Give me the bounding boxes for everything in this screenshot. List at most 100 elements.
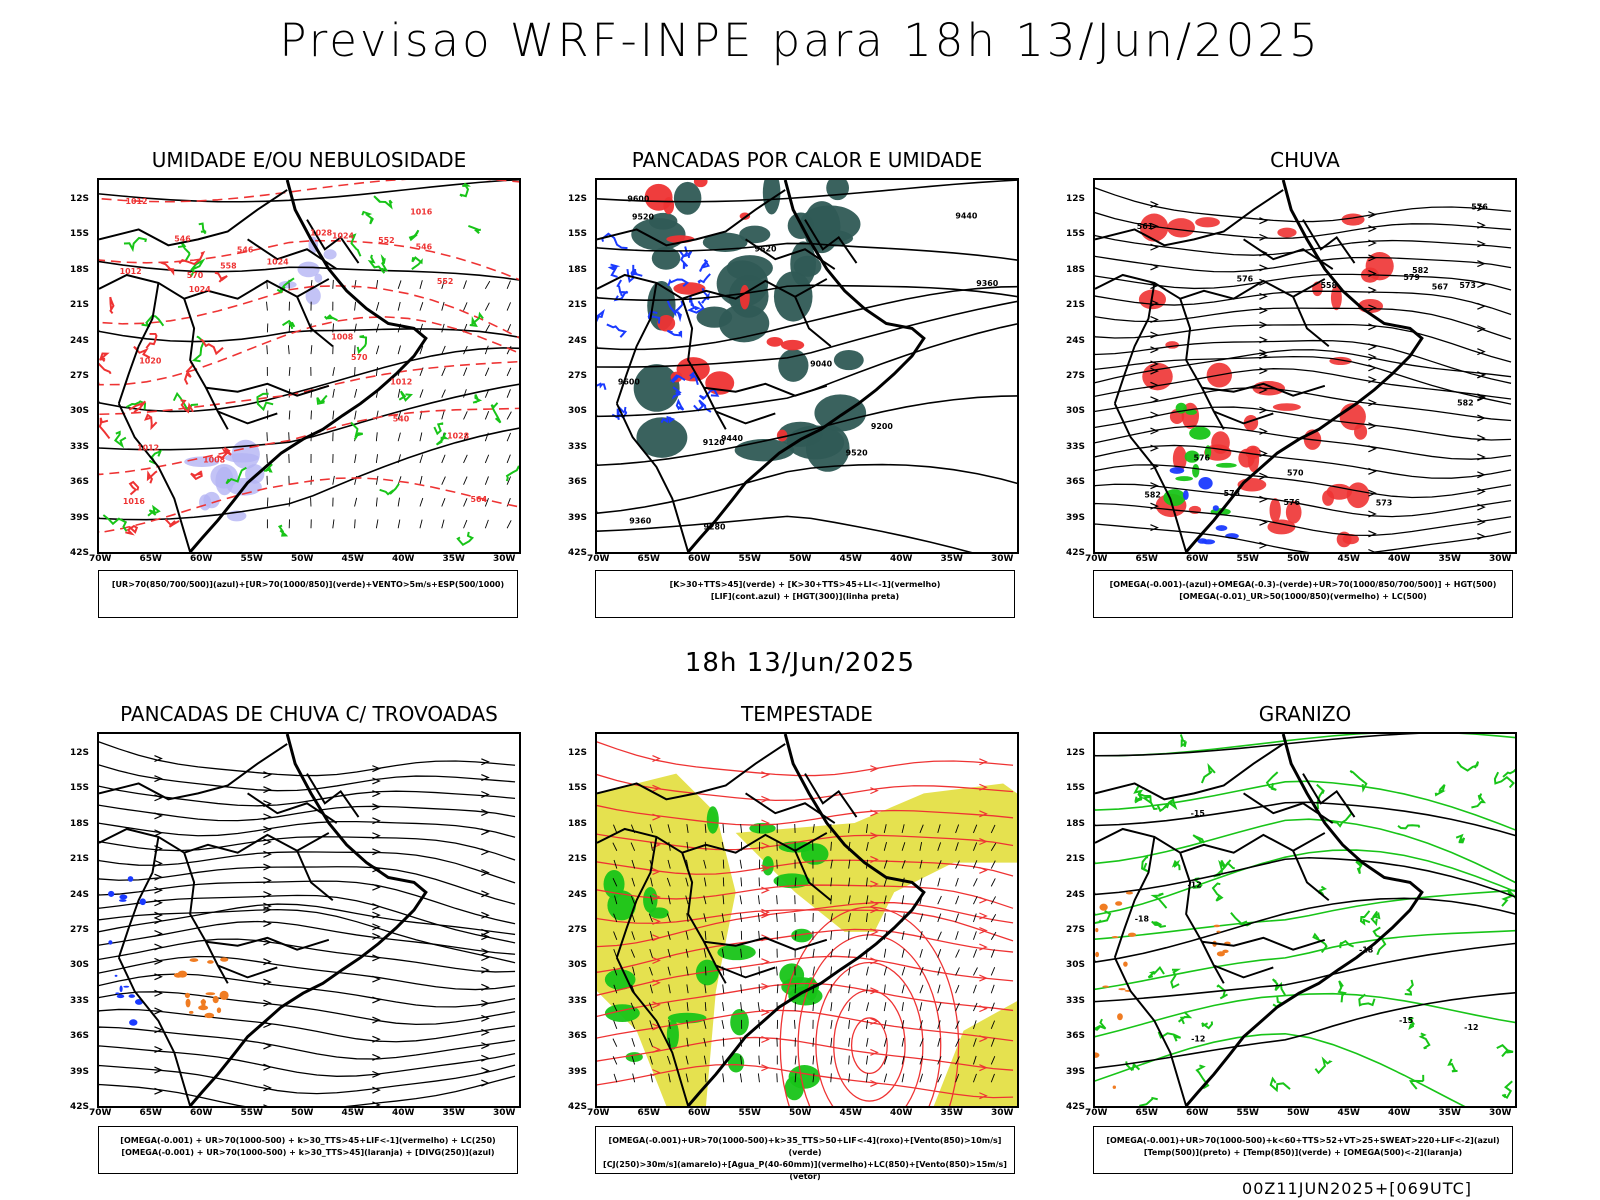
wind-vector [955, 984, 960, 994]
lat-tick-label: 36S [70, 1031, 90, 1042]
lat-tick-label: 18S [568, 818, 588, 829]
wind-vector [990, 1056, 996, 1065]
flow-arrow [154, 929, 163, 938]
wind-vector [441, 345, 446, 355]
wind-vector [812, 1002, 815, 1012]
flow-arrow [372, 1016, 381, 1024]
wind-vector [721, 948, 725, 958]
lat-tick-label: 30S [568, 960, 588, 971]
wind-vector [812, 1073, 815, 1083]
contour-line [1084, 1032, 1524, 1135]
flow-arrow [1259, 264, 1268, 272]
contour-label: 540 [393, 414, 410, 423]
wind-vector [919, 966, 924, 976]
flow-arrow [1150, 482, 1159, 490]
wind-vector [484, 345, 489, 355]
legend-line: [OMEGA(-0.001) + UR>70(1000-500) + k>30_… [120, 1136, 496, 1145]
contour-line [1358, 993, 1376, 1007]
contour-line [146, 470, 158, 484]
lat-tick-label: 15S [568, 229, 588, 240]
wind-vector [266, 345, 268, 355]
contour-line [177, 241, 191, 262]
shaded-area [198, 1005, 209, 1011]
wind-vector [632, 966, 636, 976]
wind-vector [758, 930, 760, 940]
flow-arrow [372, 1053, 381, 1061]
shaded-area [762, 170, 781, 215]
contour-label: 1012 [390, 377, 412, 386]
flow-arrow [1368, 530, 1377, 538]
wind-vector [667, 1002, 671, 1012]
flow-arrow [1368, 510, 1377, 518]
lon-tick-label: 40W [392, 554, 415, 564]
shaded-area [633, 364, 680, 412]
lon-tick-label: 60W [190, 554, 213, 564]
flow-arrow [1477, 221, 1486, 229]
wind-vector [631, 1020, 636, 1029]
flow-arrow [870, 1079, 879, 1087]
flow-arrow [1259, 233, 1268, 241]
wind-vector [650, 877, 653, 887]
contour-line [1314, 1056, 1333, 1075]
streamline [88, 792, 516, 822]
lat-tick-label: 33S [1066, 995, 1086, 1006]
wind-vector [685, 1073, 689, 1083]
flow-arrow [263, 786, 272, 794]
contour-label: 570 [187, 271, 204, 280]
wind-vector [901, 1020, 905, 1029]
wind-vector [721, 913, 725, 923]
wind-vector [865, 984, 869, 994]
wind-vector [901, 984, 905, 994]
wind-vector [830, 1037, 833, 1047]
border-line [98, 189, 288, 247]
contour-line [1211, 882, 1224, 902]
lon-tick-label: 65W [1135, 1108, 1158, 1118]
contour-line [411, 256, 423, 270]
lon-tick-label: 45W [1337, 554, 1360, 564]
contour-line [456, 531, 475, 547]
flow-arrow [761, 886, 770, 894]
wind-vector [830, 984, 832, 994]
lat-tick-label: 24S [568, 889, 588, 900]
lat-tick-label: 12S [1066, 748, 1086, 758]
wind-vector [506, 302, 511, 311]
wind-vector [937, 824, 941, 834]
wind-vector [830, 859, 833, 869]
flow-arrow [1150, 427, 1159, 435]
wind-vector [685, 948, 689, 958]
streamline [88, 1008, 516, 1043]
flow-arrow [761, 1036, 770, 1044]
wind-vector [937, 949, 942, 958]
legend-line: [OMEGA(-0.01)_UR>50(1000/850)(vermelho) … [1179, 592, 1427, 601]
contour-line [1456, 760, 1480, 772]
wind-vector [901, 859, 906, 869]
wind-vector [973, 1002, 978, 1012]
shaded-area [1322, 490, 1335, 506]
wind-vector [812, 966, 815, 976]
flow-arrow [1259, 541, 1268, 549]
shaded-area [212, 995, 219, 1004]
wind-vector [667, 948, 671, 958]
contour-line [1404, 979, 1414, 996]
contour-line [815, 961, 924, 1130]
contour-line [148, 449, 163, 466]
border-line [98, 273, 330, 300]
map-canvas [88, 733, 516, 1112]
wind-vector [883, 877, 888, 887]
wind-vector [990, 949, 995, 958]
lon-tick-label: 35W [1438, 554, 1461, 564]
contour-line [190, 470, 203, 481]
wind-vector [972, 1055, 977, 1065]
wind-vector [441, 389, 446, 398]
wind-vector [667, 1055, 671, 1065]
contour-line [1370, 910, 1381, 927]
flow-arrow [652, 755, 661, 763]
wind-vector [865, 966, 869, 976]
wind-vector [776, 984, 779, 994]
legend-line: [LIF](cont.azul) + [HGT(300)](linha pret… [710, 592, 900, 601]
flow-arrow [1150, 201, 1159, 209]
contour-line [594, 309, 605, 323]
contour-line [669, 374, 686, 384]
flow-arrow [870, 880, 879, 888]
contour-line [277, 524, 289, 537]
